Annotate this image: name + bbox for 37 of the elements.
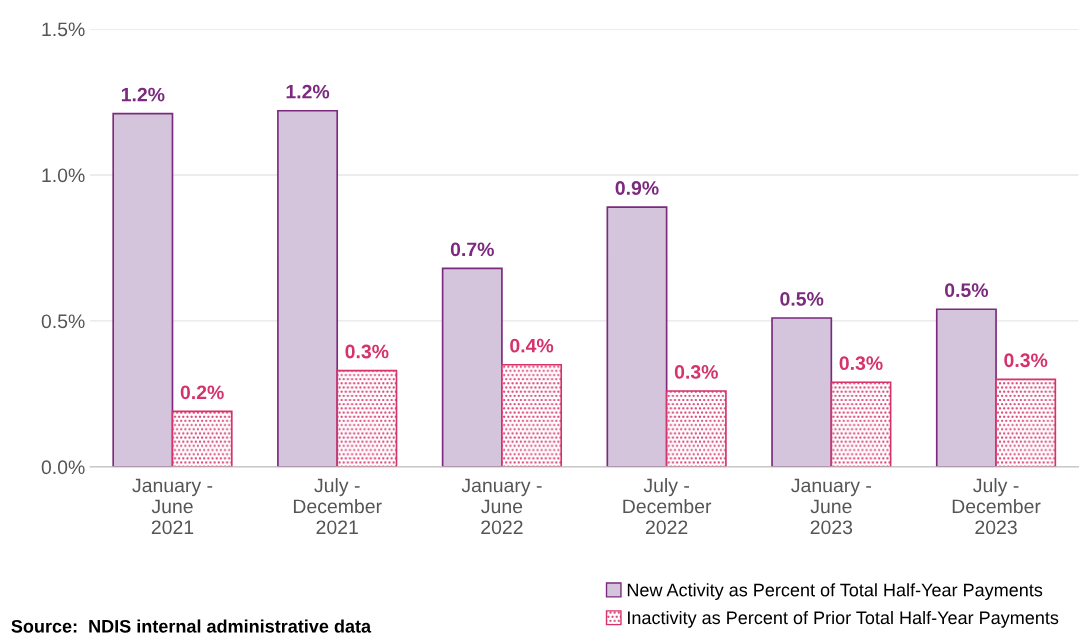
bar (336, 369, 398, 467)
y-tick-label: 1.5% (42, 22, 85, 37)
data-label: 0.7% (450, 242, 494, 257)
bar (830, 381, 892, 467)
data-label: 0.3% (674, 365, 718, 379)
x-tick-label: January - June 2021 (132, 478, 213, 535)
bar (665, 390, 727, 467)
y-tick-label: 1.0% (42, 168, 85, 183)
y-tick-label: 0.5% (41, 314, 85, 329)
x-tick-label: July - December 2022 (623, 478, 712, 535)
bar (995, 378, 1057, 467)
data-label: 1.2% (121, 87, 165, 102)
bar (606, 206, 668, 467)
data-label: 0.3% (839, 356, 883, 371)
source-note: Source: NDIS internal administrative data (11, 619, 372, 633)
data-label: 1.2% (286, 84, 330, 99)
bar (277, 109, 339, 467)
data-label: 0.3% (345, 344, 389, 359)
y-tick-label: 0.0% (41, 460, 85, 475)
data-label: 0.4% (510, 338, 554, 353)
x-tick-label: January - June 2022 (461, 478, 542, 535)
data-label: 0.5% (780, 292, 824, 306)
bar (441, 267, 503, 467)
bar (112, 112, 174, 467)
data-label: 0.5% (945, 283, 989, 298)
x-tick-label: January - June 2023 (791, 478, 871, 535)
x-tick-label: July - December 2021 (293, 478, 382, 535)
bar (171, 410, 233, 467)
x-tick-label: July - December 2023 (952, 478, 1041, 535)
data-label: 0.3% (1004, 353, 1048, 368)
bar (935, 308, 997, 467)
data-label: 0.9% (615, 181, 659, 195)
legend-label: Inactivity as Percent of Prior Total Half-Year Payments (628, 610, 1059, 628)
bar (501, 363, 563, 467)
bar (771, 317, 833, 467)
legend-label: New Activity as Percent of Total Half-Year Payments (627, 583, 1043, 600)
data-label: 0.2% (180, 385, 224, 400)
